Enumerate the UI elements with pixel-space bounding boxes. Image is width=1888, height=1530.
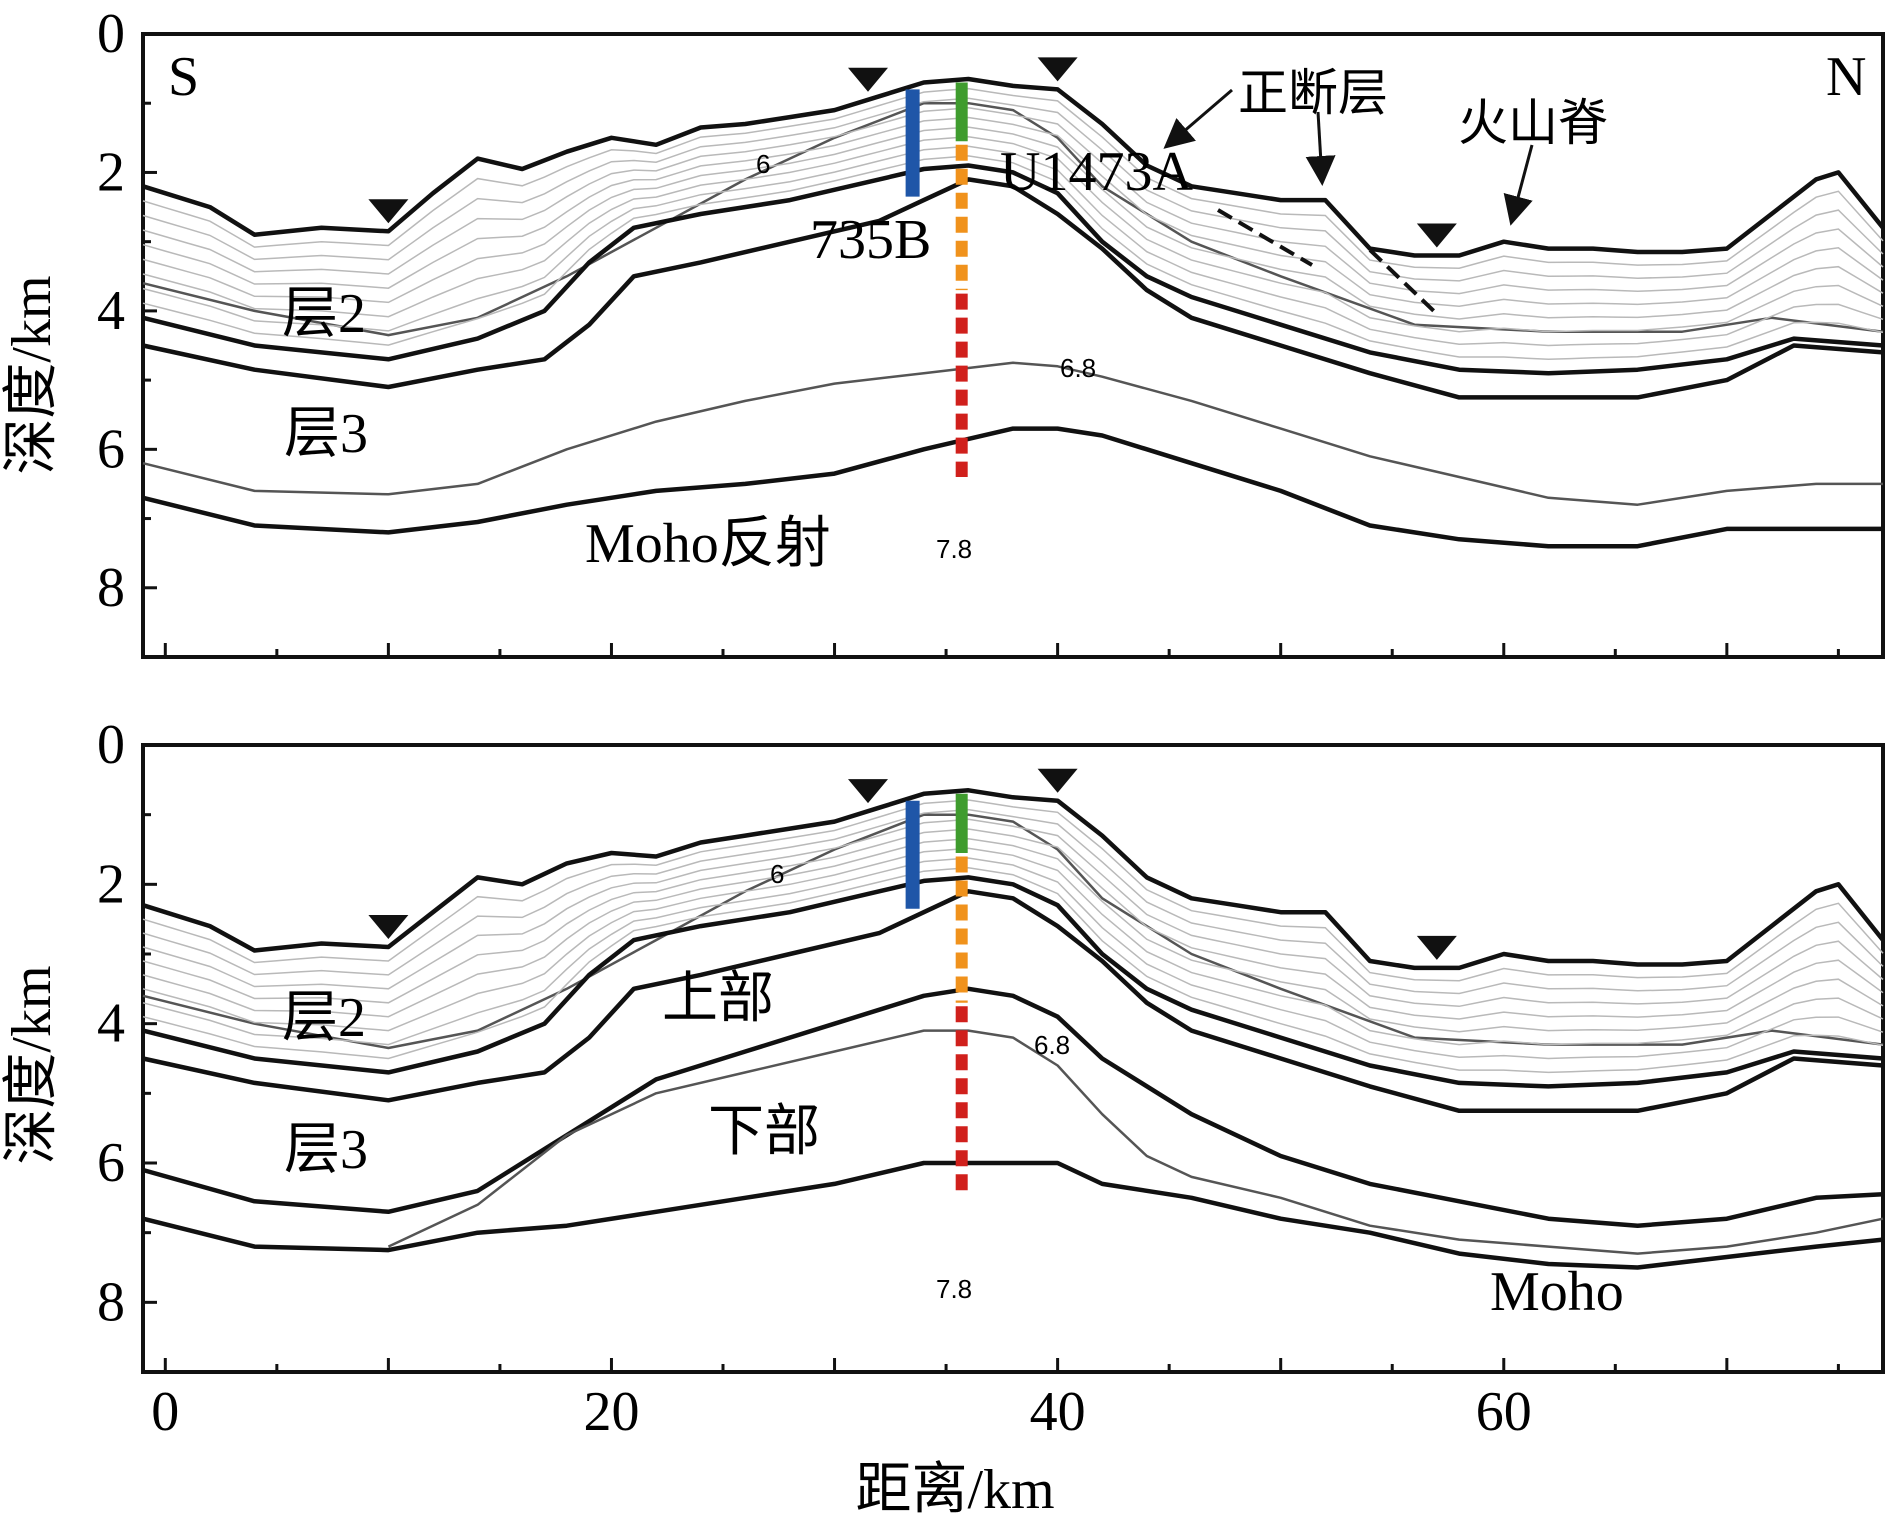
series-line-contour-6-8: [387, 1029, 1884, 1255]
series-line-base-layer-2: [142, 163, 1884, 376]
contour-label-6-bottom: 6: [770, 859, 784, 889]
top-panel-layer-lines: [142, 76, 1885, 549]
layer2-hatch-line: [142, 97, 1884, 282]
contour-label-6-8-bottom: 6.8: [1034, 1030, 1070, 1060]
layer2-label: 层2: [282, 283, 366, 345]
layer2-hatch-line: [142, 808, 1884, 995]
layer2-hatch-line: [142, 126, 1884, 320]
series-line-seafloor: [142, 788, 1885, 971]
bottom-panel: 层2 层3 上部 下部 Moho 6 6.8 7.8: [141, 743, 1885, 1374]
volcanic-ridge-label: 火山脊: [1458, 95, 1608, 151]
layer2-hatch-line: [142, 857, 1884, 1060]
bottom-y-tick-labels: 0 2 4 6 8: [97, 714, 125, 1333]
series-line-upper-lower-boundary: [142, 986, 1884, 1228]
bottom-panel-boreholes: [905, 793, 968, 1191]
bottom-panel-triangle-markers: [368, 768, 1457, 960]
volcanic-ridge-arrow: [1503, 144, 1534, 226]
top-panel-frame: [141, 32, 1885, 659]
series-line-moho: [142, 1160, 1884, 1270]
layer2-hatch-line: [142, 135, 1884, 333]
fault-trace-1: [1216, 208, 1314, 267]
contour-label-6-8: 6.8: [1060, 353, 1096, 383]
upper-part-label: 上部: [662, 968, 774, 1030]
layer2-hatch-line: [142, 866, 1884, 1074]
x-tick-label: 20: [583, 1381, 639, 1443]
seafloor-triangle-marker: [1416, 935, 1457, 960]
y-tick-label: 0: [97, 714, 125, 776]
layer2-hatch-line: [142, 828, 1884, 1020]
normal-fault-arrow: [1163, 88, 1233, 149]
top-y-axis-title: 深度/km: [1, 275, 63, 474]
north-label: N: [1826, 46, 1866, 108]
y-tick-label: 0: [97, 3, 125, 65]
series-line-contour-6: [142, 813, 1884, 1050]
series-line-base-layer-2: [142, 875, 1884, 1089]
x-tick-label: 40: [1030, 1381, 1086, 1443]
y-tick-label: 4: [97, 993, 125, 1055]
bottom-panel-layer-lines: [142, 788, 1885, 1270]
y-tick-label: 6: [97, 418, 125, 480]
series-line-moho: [142, 426, 1883, 549]
top-panel-triangle-markers: [368, 57, 1457, 248]
series-line-seafloor: [142, 76, 1885, 258]
contour-label-6: 6: [756, 149, 770, 179]
layer2-hatch-line: [142, 799, 1884, 982]
layer2-hatch-line: [142, 87, 1884, 269]
normal-fault-label: 正断层: [1238, 65, 1388, 121]
series-line-contour-6-8: [142, 361, 1883, 506]
seafloor-triangle-marker: [1416, 223, 1457, 248]
top-panel-hatching: [142, 87, 1884, 361]
x-tick-label: 60: [1476, 1381, 1532, 1443]
layer2-hatch-line: [142, 155, 1884, 361]
x-tick-label: 0: [151, 1381, 179, 1443]
y-tick-label: 8: [97, 557, 125, 619]
borehole-u1473a-label: U1473A: [1000, 141, 1193, 203]
layer2-label-bottom: 层2: [282, 987, 366, 1049]
seafloor-triangle-marker: [368, 199, 409, 224]
borehole-735b-label: 735B: [810, 209, 931, 271]
seafloor-triangle-marker: [368, 915, 409, 940]
layer2-hatch-line: [142, 116, 1884, 308]
seafloor-triangle-marker: [1037, 57, 1078, 82]
seafloor-triangle-marker: [848, 67, 888, 92]
series-line-top-layer-3: [142, 889, 1884, 1114]
x-axis-title: 距离/km: [855, 1459, 1054, 1521]
x-tick-labels: 0 20 40 60: [151, 1381, 1531, 1443]
y-tick-label: 4: [97, 280, 125, 342]
moho-label: Moho: [1490, 1261, 1624, 1323]
layer2-hatch-line: [142, 107, 1884, 295]
top-y-tick-labels: 0 2 4 6 8: [97, 3, 125, 619]
fault-trace-2: [1368, 248, 1440, 317]
y-tick-label: 2: [97, 141, 125, 203]
layer2-hatch-line: [142, 145, 1884, 347]
y-tick-label: 8: [97, 1271, 125, 1333]
layer3-label-bottom: 层3: [284, 1119, 368, 1181]
layer2-hatch-line: [142, 847, 1884, 1046]
layer2-hatch-line: [142, 837, 1884, 1033]
series-line-top-layer-3: [142, 177, 1884, 400]
top-panel-boreholes: [905, 82, 968, 478]
layer3-label: 层3: [284, 403, 368, 465]
top-panel: S N 层2 层3 Moho反射 正断层 火山脊 U1473A 735B 6 6…: [141, 32, 1885, 659]
seafloor-triangle-marker: [1037, 768, 1078, 793]
bottom-y-axis-title: 深度/km: [1, 965, 63, 1164]
top-panel-ticks: [143, 32, 1840, 659]
contour-label-7-8: 7.8: [936, 534, 972, 564]
y-tick-label: 6: [97, 1132, 125, 1194]
moho-reflection-label: Moho反射: [585, 513, 831, 575]
contour-label-7-8-bottom: 7.8: [936, 1274, 972, 1304]
y-tick-label: 2: [97, 853, 125, 915]
normal-fault-arrow-2: [1305, 111, 1336, 186]
bottom-panel-ticks: [143, 743, 1840, 1374]
lower-part-label: 下部: [708, 1101, 820, 1163]
south-label: S: [168, 46, 199, 108]
layer2-hatch-line: [142, 818, 1884, 1008]
seafloor-triangle-marker: [848, 779, 888, 804]
bottom-panel-hatching: [142, 799, 1884, 1074]
